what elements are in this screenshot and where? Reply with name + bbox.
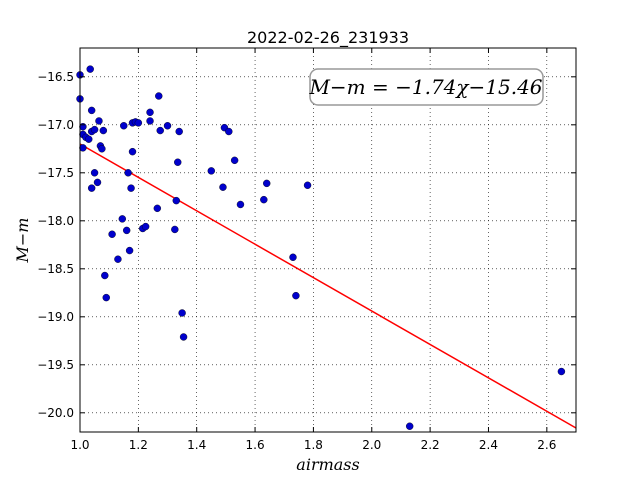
y-tick-label: −19.5 <box>37 358 74 372</box>
data-point <box>141 222 150 231</box>
x-axis-label: airmass <box>296 455 359 474</box>
data-points <box>76 65 566 430</box>
data-point <box>124 169 132 177</box>
x-tick-label: 1.8 <box>304 438 323 452</box>
data-point <box>114 255 122 263</box>
chart-title: 2022-02-26_231933 <box>247 28 409 48</box>
data-point <box>79 144 87 152</box>
data-point <box>90 169 99 177</box>
y-tick-label: −20.0 <box>37 406 74 420</box>
data-point <box>230 156 239 165</box>
data-point <box>236 200 245 209</box>
x-tick-label: 1.4 <box>187 438 206 452</box>
data-point <box>289 253 297 261</box>
data-point <box>125 246 134 255</box>
data-point <box>153 204 162 213</box>
y-tick-label: −16.5 <box>37 70 74 84</box>
x-tick-label: 2.2 <box>421 438 440 452</box>
data-point <box>86 65 94 73</box>
x-tick-label: 1.6 <box>246 438 265 452</box>
y-tick-label: −17.5 <box>37 166 74 180</box>
fit-line-group <box>79 143 577 429</box>
x-tick-label: 1.0 <box>70 438 89 452</box>
data-point <box>134 119 143 127</box>
data-point <box>156 126 164 135</box>
data-point <box>303 181 312 189</box>
data-point <box>98 145 106 153</box>
x-tick-label: 1.2 <box>129 438 148 452</box>
data-point <box>87 106 96 115</box>
x-tick-label: 2.6 <box>537 438 556 452</box>
data-point <box>171 225 179 234</box>
tick-labels: 1.0 1.2 1.4 1.6 1.8 2.0 2.2 2.4 2.6 −16.5 −17.0 −17… <box>37 70 556 452</box>
data-point <box>90 125 99 134</box>
data-point <box>172 196 180 205</box>
data-point <box>260 195 268 204</box>
data-point <box>175 127 183 136</box>
data-point <box>85 135 93 143</box>
data-point <box>263 179 271 188</box>
data-point <box>122 226 131 235</box>
y-tick-label: −18.0 <box>37 214 74 228</box>
data-point <box>174 158 182 166</box>
data-point <box>219 183 227 191</box>
fit-equation-frame <box>309 68 544 106</box>
data-point <box>179 333 188 341</box>
data-point <box>101 271 109 280</box>
y-tick-label: −17.0 <box>37 118 74 132</box>
data-point <box>102 293 110 302</box>
data-point <box>118 215 127 223</box>
data-point <box>99 126 108 135</box>
data-point <box>93 178 102 187</box>
data-point <box>95 117 103 125</box>
fit-equation-label: M−m = −1.74χ−15.46 <box>308 75 542 99</box>
axis-ticks <box>79 48 576 432</box>
data-point <box>120 122 128 130</box>
plot-frame <box>79 47 577 433</box>
data-point <box>178 309 186 317</box>
data-point <box>108 230 116 238</box>
y-tick-label: −19.0 <box>37 310 74 324</box>
data-point <box>292 291 300 300</box>
data-point <box>146 108 154 117</box>
y-tick-label: −18.5 <box>37 262 74 276</box>
data-point <box>87 184 96 192</box>
data-point <box>128 147 137 156</box>
data-point <box>405 422 414 430</box>
x-tick-label: 2.4 <box>479 438 498 452</box>
data-point <box>557 367 566 376</box>
x-tick-label: 2.0 <box>362 438 381 452</box>
fit-line <box>79 143 577 429</box>
data-point <box>163 122 172 130</box>
data-point <box>207 167 215 175</box>
y-axis-label: M−m <box>13 218 32 264</box>
fit-equation-box: M−m = −1.74χ−15.46 <box>308 68 544 106</box>
data-point <box>225 127 233 136</box>
data-point <box>155 92 163 100</box>
data-point <box>127 184 135 192</box>
data-point <box>146 117 154 125</box>
